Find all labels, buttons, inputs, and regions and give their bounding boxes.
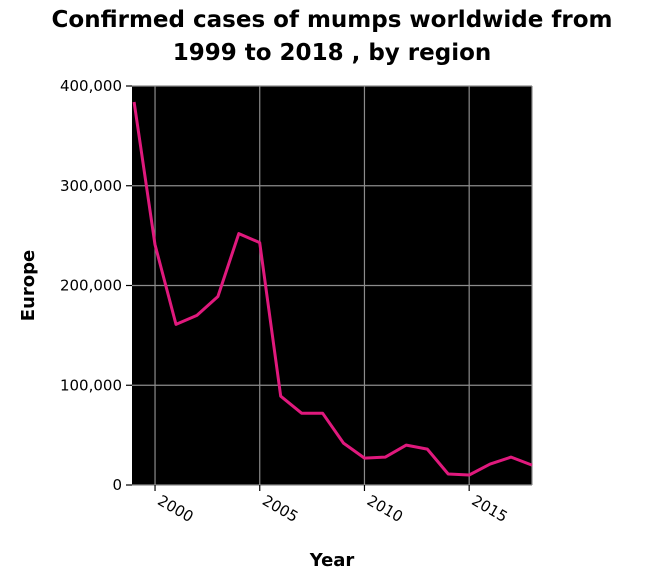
series-line — [132, 101, 533, 477]
chart-title-line-1: Confirmed cases of mumps worldwide from — [51, 7, 613, 33]
y-tick-label: 100,000 — [60, 376, 122, 394]
series-layer — [132, 101, 533, 477]
y-axis-title: Europe — [18, 250, 39, 321]
grid-lines — [132, 85, 533, 486]
x-axis-title: Year — [309, 550, 355, 571]
x-tick-label: 2015 — [469, 491, 511, 526]
y-tick-label: 300,000 — [60, 177, 122, 195]
x-tick-label: 2005 — [259, 491, 301, 526]
y-tick-label: 0 — [112, 476, 122, 494]
chart-title: Confirmed cases of mumps worldwide from … — [0, 4, 664, 70]
x-tick-label: 2000 — [155, 491, 197, 526]
y-tick-label: 200,000 — [60, 277, 122, 295]
y-tick-label: 400,000 — [60, 77, 122, 95]
chart-title-line-2: 1999 to 2018 , by region — [172, 40, 492, 66]
x-tick-label: 2010 — [364, 491, 406, 526]
